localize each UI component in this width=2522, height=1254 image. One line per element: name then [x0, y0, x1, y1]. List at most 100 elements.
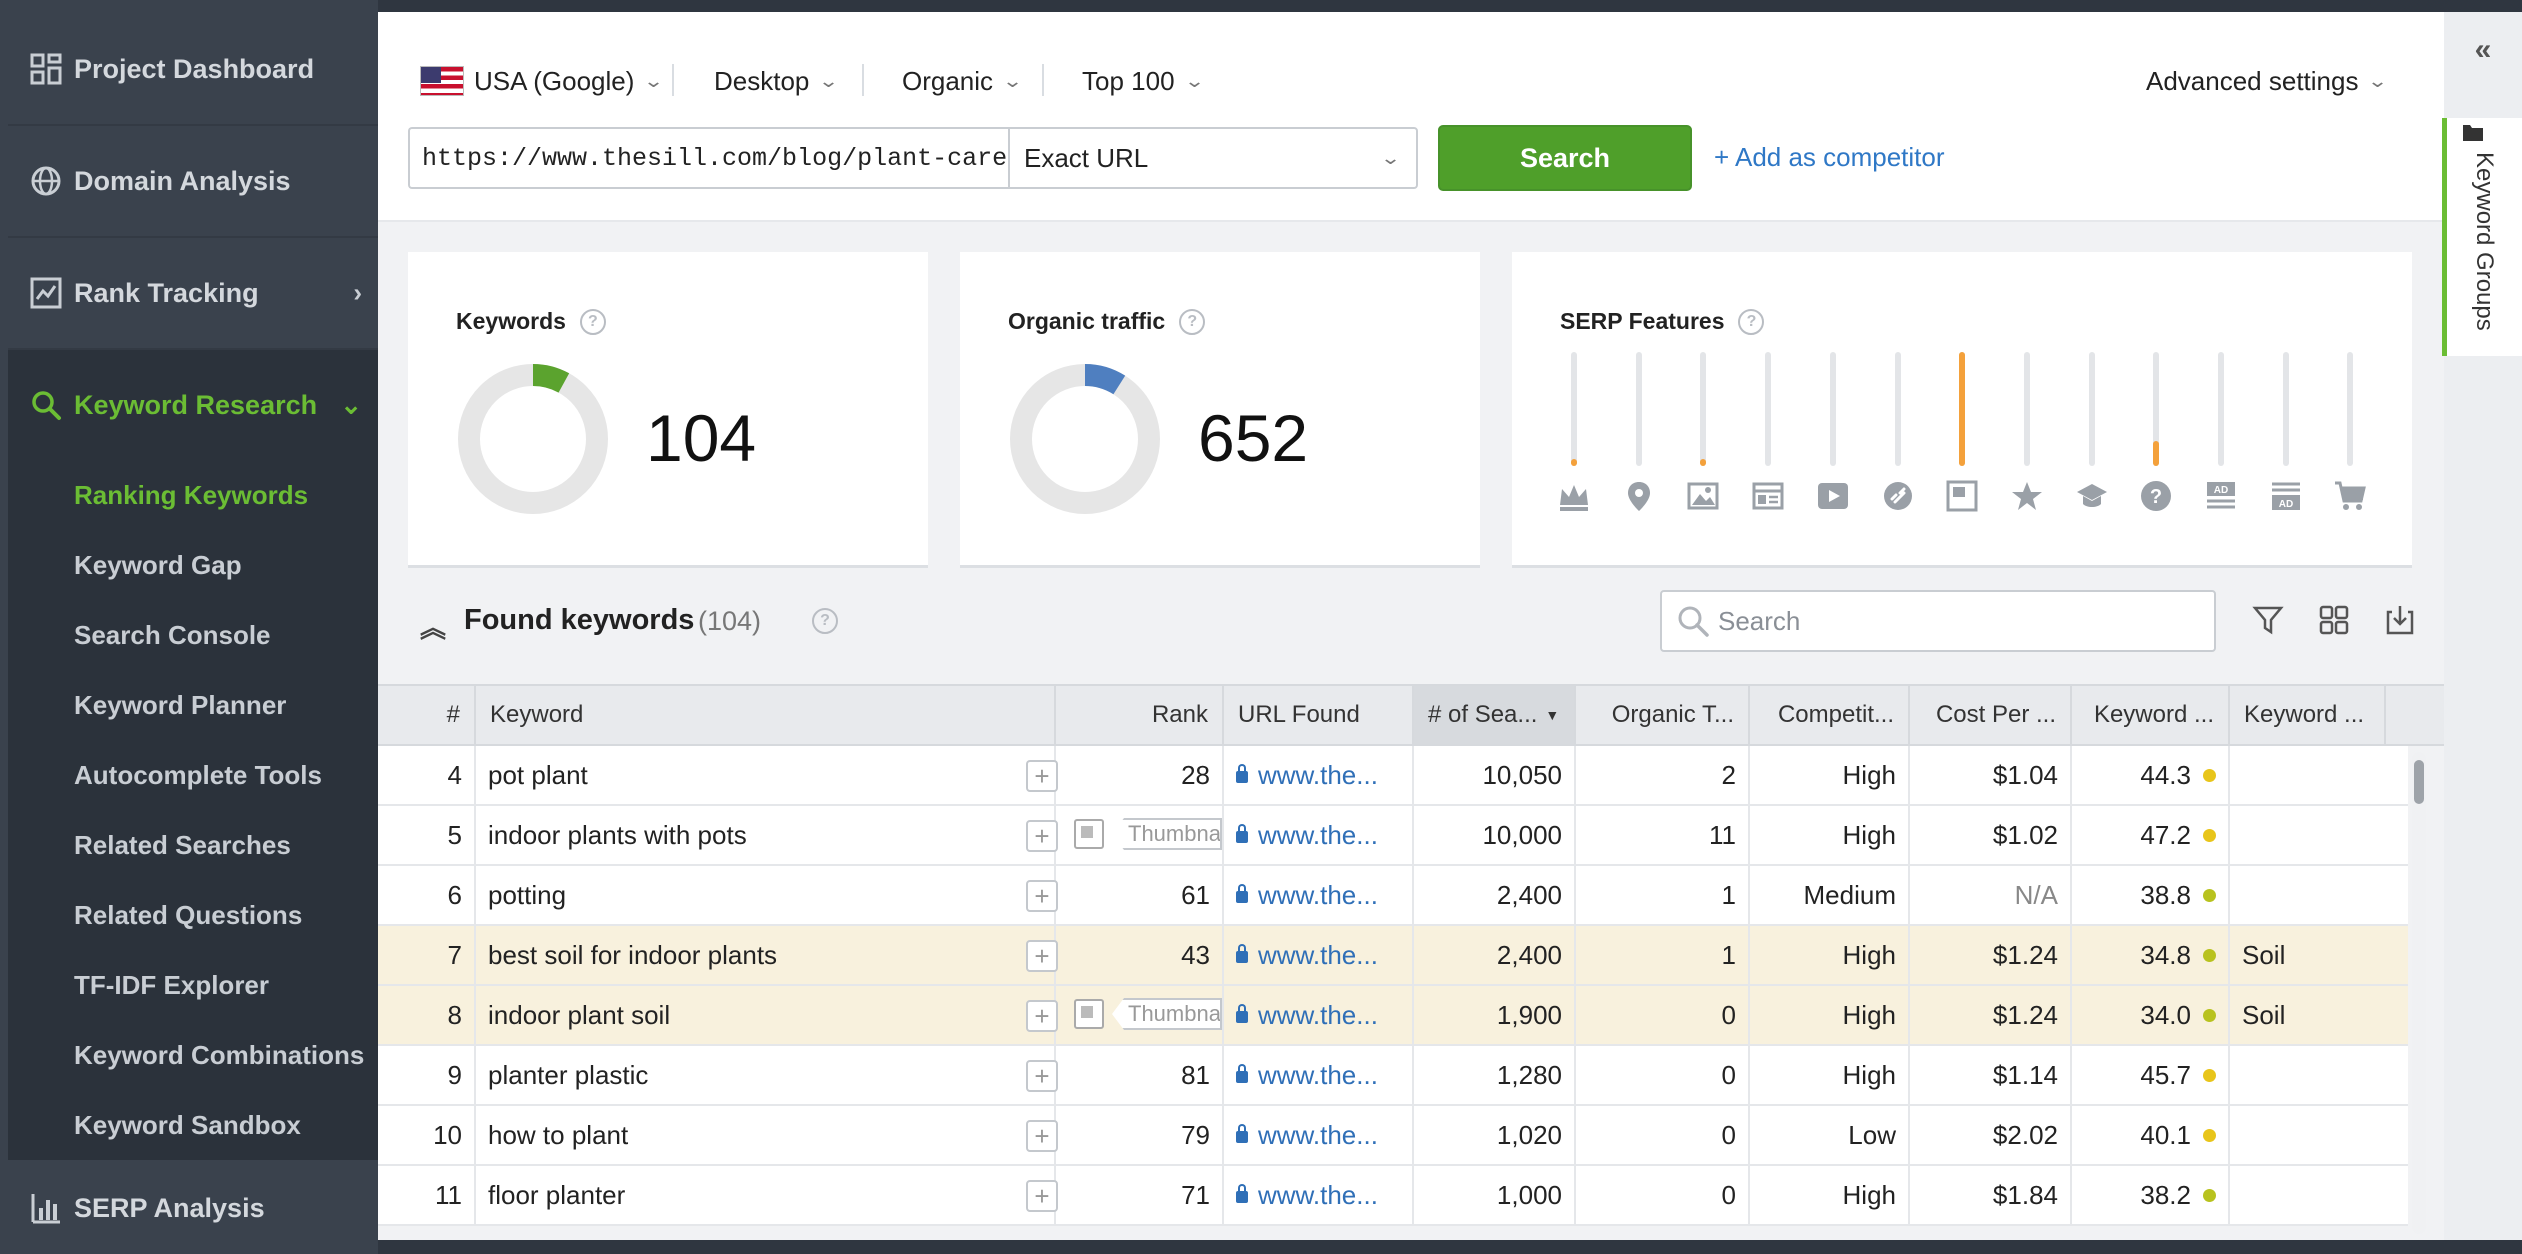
filter-icon[interactable]: [2248, 600, 2288, 640]
traffic-donut-arc: [1010, 364, 1160, 514]
nav-domain-analysis[interactable]: Domain Analysis: [8, 126, 378, 236]
sub-ranking-keywords[interactable]: Ranking Keywords: [74, 480, 309, 510]
add-to-group-button[interactable]: +: [1026, 1060, 1058, 1092]
table-row[interactable]: 6 potting 61 www.the... 2,400 1 Medium N/A 38.8 +: [378, 866, 2408, 926]
keyword-difficulty-cell: 40.1: [2072, 1106, 2230, 1164]
featured-snippet-icon[interactable]: [1944, 478, 1980, 514]
add-to-group-button[interactable]: +: [1026, 880, 1058, 912]
table-row[interactable]: 8 indoor plant soil www.the... 1,900 0 High $1…: [378, 986, 2408, 1046]
add-to-group-button[interactable]: +: [1026, 1180, 1058, 1212]
nav-project-dashboard[interactable]: Project Dashboard: [8, 14, 378, 124]
url-found-cell[interactable]: www.the...: [1224, 1106, 1414, 1164]
collapse-chevrons-icon[interactable]: ︽: [420, 613, 447, 643]
ad-top-icon[interactable]: AD: [2203, 478, 2239, 514]
divider: [378, 220, 2444, 222]
add-to-group-button[interactable]: +: [1026, 760, 1058, 792]
sub-search-console[interactable]: Search Console: [74, 620, 271, 650]
advanced-settings-dropdown[interactable]: Advanced settings ⌄: [2146, 56, 2389, 106]
help-icon[interactable]: ?: [579, 308, 606, 335]
sub-keyword-combinations[interactable]: Keyword Combinations: [74, 1040, 365, 1070]
table-row[interactable]: 10 how to plant 79 www.the... 1,020 0 Low $2.02…: [378, 1106, 2408, 1166]
nav-label: Keyword Research: [74, 389, 318, 420]
help-icon[interactable]: ?: [1738, 308, 1765, 335]
dashboard-icon: [26, 49, 66, 89]
search-button[interactable]: Search: [1438, 125, 1692, 191]
table-scrollbar[interactable]: [2412, 752, 2426, 1234]
star-icon[interactable]: [2009, 478, 2045, 514]
news-icon[interactable]: [1750, 478, 1786, 514]
sub-keyword-gap[interactable]: Keyword Gap: [74, 550, 242, 580]
add-to-group-button[interactable]: +: [1026, 1000, 1058, 1032]
serp-feature-bar: [1829, 352, 1836, 466]
device-label: Desktop: [714, 65, 810, 96]
link-icon[interactable]: [1880, 478, 1916, 514]
col-keyword-difficulty[interactable]: Keyword ...: [2072, 686, 2230, 744]
grid-view-icon[interactable]: [2314, 600, 2354, 640]
col-keyword-groups[interactable]: Keyword ...: [2230, 686, 2386, 744]
col-cost-per-click[interactable]: Cost Per ...: [1910, 686, 2072, 744]
graduation-cap-icon[interactable]: [2074, 478, 2110, 514]
map-pin-icon[interactable]: [1621, 478, 1657, 514]
url-input[interactable]: https://www.thesill.com/blog/plant-care-…: [408, 127, 1008, 189]
depth-dropdown[interactable]: Top 100 ⌄: [1082, 56, 1205, 106]
help-icon[interactable]: ?: [1179, 308, 1206, 335]
difficulty-dot-icon: [2203, 828, 2216, 842]
keyword-cell: indoor plants with pots: [476, 806, 1056, 864]
url-found-cell[interactable]: www.the...: [1224, 926, 1414, 984]
keyword-groups-tab[interactable]: [2442, 118, 2522, 356]
table-row[interactable]: 4 pot plant 28 www.the... 10,050 2 High $1.04 44…: [378, 746, 2408, 806]
url-found-cell[interactable]: www.the...: [1224, 866, 1414, 924]
add-to-group-button[interactable]: +: [1026, 1120, 1058, 1152]
url-found-cell[interactable]: www.the...: [1224, 806, 1414, 864]
sub-keyword-sandbox[interactable]: Keyword Sandbox: [74, 1110, 301, 1140]
url-found-cell[interactable]: www.the...: [1224, 1166, 1414, 1224]
url-found-cell[interactable]: www.the...: [1224, 746, 1414, 804]
table-row[interactable]: 9 planter plastic 81 www.the... 1,280 0 High $1…: [378, 1046, 2408, 1106]
search-type-dropdown[interactable]: Organic ⌄: [902, 56, 1023, 106]
crown-icon[interactable]: [1556, 478, 1592, 514]
keyword-group-cell: [2230, 1166, 2386, 1224]
sub-related-searches[interactable]: Related Searches: [74, 830, 291, 860]
collapse-panel-icon[interactable]: «: [2474, 33, 2492, 66]
organic-traffic-card: Organic traffic ? 652: [960, 252, 1480, 568]
sub-autocomplete-tools[interactable]: Autocomplete Tools: [74, 760, 322, 790]
video-icon[interactable]: [1815, 478, 1851, 514]
col-rank[interactable]: Rank: [1056, 686, 1224, 744]
keywords-card: Keywords ? 104: [408, 252, 928, 568]
device-dropdown[interactable]: Desktop ⌄: [714, 56, 840, 106]
col-organic-traffic[interactable]: Organic T...: [1576, 686, 1750, 744]
image-icon[interactable]: [1685, 478, 1721, 514]
url-found-cell[interactable]: www.the...: [1224, 1046, 1414, 1104]
url-found-cell[interactable]: www.the...: [1224, 986, 1414, 1044]
col-index[interactable]: #: [378, 686, 476, 744]
question-icon[interactable]: ?: [2138, 478, 2174, 514]
url-text: www.the...: [1258, 1059, 1378, 1090]
ad-bottom-icon[interactable]: AD: [2268, 478, 2304, 514]
sub-related-questions[interactable]: Related Questions: [74, 900, 303, 930]
table-row[interactable]: 11 floor planter 71 www.the... 1,000 0 High $1.…: [378, 1166, 2408, 1226]
engine-dropdown[interactable]: USA (Google) ⌄: [420, 56, 665, 106]
nav-rank-tracking[interactable]: Rank Tracking ›: [8, 238, 378, 348]
shopping-cart-icon[interactable]: [2332, 478, 2368, 514]
difficulty-dot-icon: [2203, 768, 2216, 782]
nav-serp-analysis[interactable]: SERP Analysis: [8, 1162, 378, 1254]
export-icon[interactable]: [2380, 600, 2420, 640]
help-icon[interactable]: ?: [812, 608, 838, 634]
url-mode-select[interactable]: Exact URL ⌄: [1008, 127, 1418, 189]
col-searches[interactable]: # of Sea... ▼: [1414, 686, 1576, 744]
keyword-search-input[interactable]: Search: [1660, 590, 2216, 652]
col-url-found[interactable]: URL Found: [1224, 686, 1414, 744]
nav-keyword-research[interactable]: Keyword Research ⌄: [8, 350, 378, 460]
sub-tfidf-explorer[interactable]: TF-IDF Explorer: [74, 970, 270, 1000]
keyword-cell: indoor plant soil: [476, 986, 1056, 1044]
sub-keyword-planner[interactable]: Keyword Planner: [74, 690, 287, 720]
col-competition[interactable]: Competit...: [1750, 686, 1910, 744]
table-row[interactable]: 5 indoor plants with pots www.the... 10,000…: [378, 806, 2408, 866]
add-to-group-button[interactable]: +: [1026, 940, 1058, 972]
table-row[interactable]: 7 best soil for indoor plants 43 www.the...…: [378, 926, 2408, 986]
col-keyword[interactable]: Keyword: [476, 686, 1056, 744]
add-to-group-button[interactable]: +: [1026, 820, 1058, 852]
table-scrollbar-thumb[interactable]: [2414, 760, 2424, 804]
add-competitor-link[interactable]: + Add as competitor: [1714, 142, 1945, 172]
difficulty-dot-icon: [2203, 1008, 2216, 1022]
